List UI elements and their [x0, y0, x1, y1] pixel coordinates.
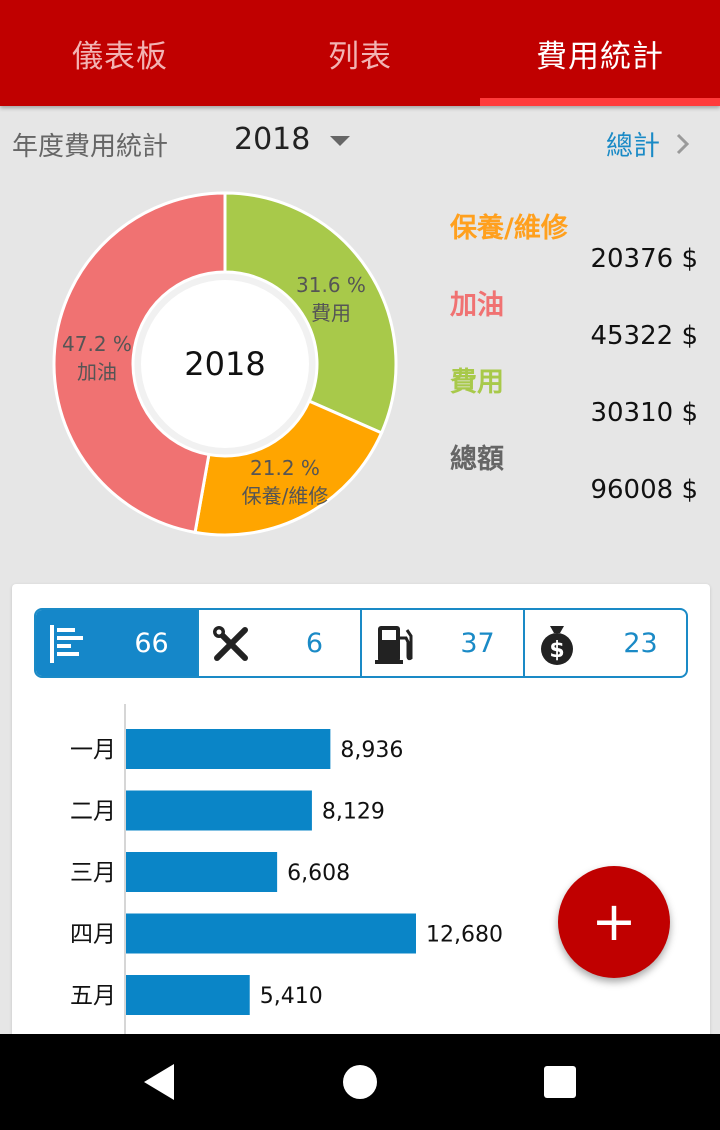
add-record-button[interactable]: + — [558, 866, 670, 978]
donut-chart: 2018 31.6 % 費用 21.2 % 保養/維修 47.2 % 加油 — [52, 191, 398, 537]
tab-indicator — [480, 98, 720, 106]
bar-list-icon — [50, 625, 83, 663]
total-link-label: 總計 — [606, 131, 660, 162]
bar-value-label: 5,410 — [260, 984, 323, 1009]
monthly-bar-chart: 一月 8,936 二月 8,129 三月 6,608 四月 12,680 五月 5,410 — [70, 704, 503, 1044]
bar-category-label: 一月 — [70, 737, 116, 763]
bar[interactable] — [126, 852, 278, 892]
bar[interactable] — [126, 729, 331, 769]
segment-maintenance[interactable]: 6 — [199, 610, 362, 676]
segment-all[interactable]: 66 — [36, 610, 199, 676]
slice-name-expense: 費用 — [311, 301, 351, 325]
donut-hole — [141, 280, 309, 448]
tab-dashboard[interactable]: 儀表板 — [72, 38, 168, 75]
bar-value-label: 8,936 — [340, 738, 403, 763]
year-dropdown[interactable]: 2018 — [234, 122, 351, 157]
slice-percent-maintenance: 21.2 % — [250, 456, 320, 480]
page-title: 年度費用統計 — [12, 132, 169, 162]
bar-category-label: 五月 — [70, 983, 116, 1009]
svg-text:$: $ — [549, 638, 564, 663]
top-tab-bar: 儀表板 列表 費用統計 — [0, 0, 720, 106]
fuel-pump-icon — [375, 626, 413, 664]
legend-value: 30310 $ — [590, 398, 698, 428]
donut-slice-maintenance[interactable] — [193, 399, 384, 537]
segment-fuel[interactable]: 37 — [362, 610, 525, 676]
legend-item-maintenance: 保養/維修 20376 $ — [440, 206, 710, 283]
donut-legend: 保養/維修 20376 $ 加油 45322 $ 費用 30310 $ 總額 9… — [440, 206, 710, 514]
home-icon[interactable] — [338, 1060, 382, 1104]
segment-count: 6 — [305, 627, 324, 659]
tools-icon — [213, 626, 248, 661]
bar-value-label: 6,608 — [287, 861, 350, 886]
legend-value: 96008 $ — [590, 475, 698, 505]
bar-category-label: 四月 — [70, 922, 116, 948]
chevron-right-icon — [676, 133, 690, 154]
system-nav-bar — [0, 1034, 720, 1130]
bar-value-label: 12,680 — [426, 923, 503, 948]
legend-item-expense: 費用 30310 $ — [440, 360, 710, 437]
donut-slice-fuel[interactable] — [52, 191, 227, 535]
donut-slice-expense[interactable] — [223, 191, 398, 435]
caret-down-icon — [330, 135, 351, 146]
legend-value: 20376 $ — [590, 244, 698, 274]
segment-count: 37 — [460, 627, 495, 659]
bar-value-label: 8,129 — [322, 800, 385, 825]
back-icon[interactable] — [138, 1060, 182, 1104]
slice-percent-fuel: 47.2 % — [62, 332, 132, 356]
money-bag-icon: $ — [541, 626, 573, 665]
legend-name: 保養/維修 — [450, 213, 568, 244]
slice-name-fuel: 加油 — [77, 360, 117, 384]
tab-expense-stats[interactable]: 費用統計 — [536, 38, 664, 75]
legend-item-fuel: 加油 45322 $ — [440, 283, 710, 360]
slice-percent-expense: 31.6 % — [296, 273, 366, 297]
segment-count: 23 — [623, 627, 658, 659]
subheader: 年度費用統計 2018 總計 — [0, 106, 720, 178]
bar[interactable] — [126, 913, 416, 954]
legend-name: 費用 — [450, 367, 504, 398]
bar-category-label: 三月 — [70, 860, 116, 886]
legend-name: 總額 — [450, 444, 504, 475]
bar[interactable] — [126, 975, 250, 1015]
legend-name: 加油 — [450, 290, 504, 321]
category-segmented-control: 66 6 37 $ 23 — [34, 608, 688, 678]
donut-center-label: 2018 — [184, 345, 265, 383]
tab-list[interactable]: 列表 — [328, 38, 392, 75]
legend-item-total: 總額 96008 $ — [440, 437, 710, 514]
bar-category-label: 二月 — [70, 799, 116, 825]
slice-name-maintenance: 保養/維修 — [242, 484, 329, 508]
bar[interactable] — [126, 790, 312, 831]
segment-count: 66 — [134, 627, 169, 659]
segment-expense[interactable]: $ 23 — [525, 610, 686, 676]
recents-icon[interactable] — [538, 1060, 582, 1104]
legend-value: 45322 $ — [590, 321, 698, 351]
year-dropdown-value: 2018 — [234, 122, 311, 157]
total-link[interactable]: 總計 — [606, 124, 690, 163]
